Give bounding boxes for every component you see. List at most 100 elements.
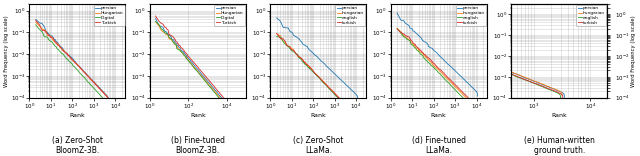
english [334, 97, 342, 99]
Legend: persian, hungarian, english, turkish: persian, hungarian, english, turkish [456, 5, 486, 26]
Hungarian [77, 68, 84, 70]
Digital [220, 107, 227, 108]
turkish [393, 28, 401, 30]
Hungarian [206, 85, 214, 87]
Turkish [32, 19, 40, 21]
Line: english: english [381, 23, 561, 98]
turkish [444, 76, 451, 78]
turkish [299, 59, 307, 61]
Hungarian [176, 49, 184, 50]
hungarian [478, 59, 486, 61]
english [427, 64, 435, 66]
Turkish [81, 72, 88, 74]
Hungarian [32, 21, 40, 23]
Legend: persian, hungarian, english, turkish: persian, hungarian, english, turkish [576, 5, 606, 26]
hungarian [445, 80, 453, 82]
persian [447, 48, 455, 50]
english [539, 86, 547, 88]
hungarian [299, 59, 307, 61]
hungarian [454, 50, 462, 52]
Line: Digital: Digital [156, 22, 223, 107]
Y-axis label: Word Frequency (log scale): Word Frequency (log scale) [4, 15, 9, 87]
english [496, 69, 504, 71]
Legend: persian, Hungarian, Digital, Turkish: persian, Hungarian, Digital, Turkish [214, 5, 245, 26]
Line: persian: persian [397, 13, 477, 96]
persian [192, 66, 200, 68]
english [320, 82, 328, 84]
Line: Hungarian: Hungarian [36, 22, 108, 102]
Digital [170, 41, 178, 43]
turkish [316, 76, 323, 78]
persian [96, 87, 104, 89]
turkish [443, 47, 451, 49]
Line: hungarian: hungarian [276, 34, 353, 117]
Digital [32, 24, 40, 26]
persian [506, 71, 513, 72]
Line: persian: persian [276, 18, 358, 100]
persian [324, 66, 332, 68]
persian [444, 63, 452, 65]
Hungarian [104, 98, 112, 100]
Hungarian [193, 69, 200, 71]
Digital [76, 73, 84, 74]
hungarian [470, 109, 478, 111]
persian [201, 77, 209, 79]
X-axis label: Rank: Rank [310, 112, 326, 117]
Turkish [193, 65, 200, 66]
hungarian [549, 88, 557, 89]
turkish [469, 58, 477, 60]
Line: Turkish: Turkish [156, 16, 225, 105]
persian [217, 96, 225, 98]
persian [99, 90, 106, 92]
english [453, 91, 461, 93]
turkish [460, 55, 468, 57]
persian [32, 19, 40, 20]
Digital [207, 87, 214, 89]
english [496, 69, 504, 71]
hungarian [349, 116, 356, 118]
hungarian [558, 94, 566, 96]
Digital [216, 98, 223, 100]
persian [426, 46, 434, 48]
Digital [194, 71, 202, 73]
persian [273, 17, 280, 19]
persian [442, 61, 449, 63]
persian [474, 59, 481, 61]
Turkish [221, 104, 228, 105]
Text: (b) Fine-tuned
BloomZ-3B.: (b) Fine-tuned BloomZ-3B. [171, 136, 225, 155]
Text: (d) Fine-tuned
LLaMa.: (d) Fine-tuned LLaMa. [412, 136, 466, 155]
english [441, 78, 449, 80]
Text: (e) Human-written
ground truth.: (e) Human-written ground truth. [524, 136, 595, 155]
Legend: persian, hungarian, english, turkish: persian, hungarian, english, turkish [335, 5, 365, 26]
Turkish [206, 81, 214, 83]
turkish [466, 99, 474, 100]
english [293, 53, 301, 55]
turkish [442, 74, 449, 76]
turkish [506, 73, 514, 74]
persian [65, 54, 72, 56]
english [419, 56, 427, 57]
english [310, 72, 318, 74]
Line: english: english [276, 37, 352, 116]
turkish [273, 33, 280, 34]
Digital [70, 66, 77, 67]
turkish [443, 76, 451, 78]
turkish [312, 74, 320, 76]
Hungarian [198, 76, 206, 77]
turkish [430, 62, 438, 64]
Turkish [176, 45, 184, 46]
X-axis label: Rank: Rank [431, 112, 447, 117]
turkish [307, 67, 314, 69]
persian [76, 66, 83, 68]
Digital [72, 67, 79, 69]
hungarian [438, 72, 446, 74]
Turkish [166, 34, 173, 36]
persian [207, 84, 215, 86]
Hungarian [81, 72, 88, 73]
Turkish [205, 79, 212, 81]
persian [92, 82, 99, 84]
persian [328, 70, 336, 72]
english [488, 66, 495, 67]
Digital [205, 85, 212, 87]
Legend: persian, Hungarian, Digital, Turkish: persian, Hungarian, Digital, Turkish [94, 5, 125, 26]
